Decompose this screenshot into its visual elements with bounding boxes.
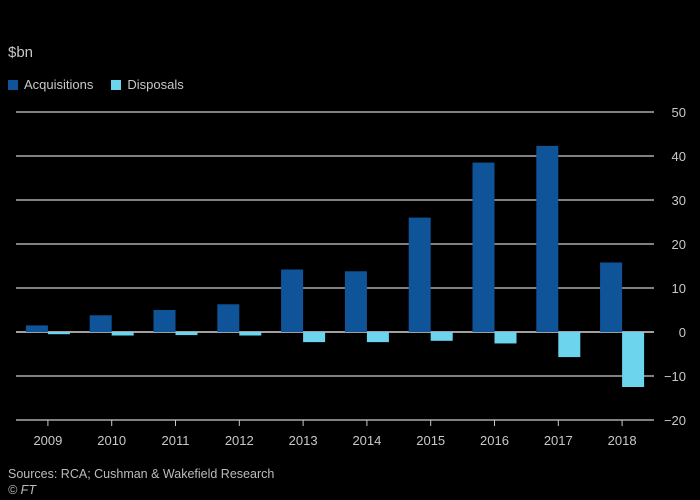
legend-item-acquisitions: Acquisitions (8, 77, 93, 92)
bar-acquisitions (89, 315, 112, 332)
y-axis-unit: $bn (8, 44, 34, 61)
bar-disposals (558, 332, 581, 358)
bar-acquisitions (408, 217, 431, 332)
y-tick-label: 0 (679, 325, 686, 340)
x-tick-label: 2016 (480, 433, 509, 448)
x-tick-label: 2009 (33, 433, 62, 448)
bar-disposals (239, 332, 262, 336)
x-tick-label: 2015 (416, 433, 445, 448)
bar-disposals (111, 332, 134, 336)
y-tick-label: 30 (672, 193, 686, 208)
y-tick-label: −20 (664, 413, 686, 428)
y-tick-label: 20 (672, 237, 686, 252)
bar-acquisitions (153, 310, 176, 332)
bar-disposals (494, 332, 517, 344)
legend-item-disposals: Disposals (111, 77, 184, 92)
legend-label-disposals: Disposals (127, 77, 184, 92)
bar-disposals (366, 332, 389, 343)
bar-acquisitions (536, 145, 559, 332)
x-tick-label: 2017 (544, 433, 573, 448)
x-tick-label: 2013 (289, 433, 318, 448)
bar-acquisitions (344, 271, 367, 332)
bar-disposals (303, 332, 326, 343)
x-tick-label: 2011 (162, 433, 190, 448)
bar-disposals (47, 332, 70, 335)
y-tick-label: 40 (672, 149, 686, 164)
x-tick-label: 2010 (97, 433, 126, 448)
bar-acquisitions (217, 304, 240, 332)
bar-acquisitions (472, 162, 495, 332)
legend-label-acquisitions: Acquisitions (24, 77, 94, 92)
bar-disposals (175, 332, 198, 336)
bar-disposals (430, 332, 453, 341)
legend: Acquisitions Disposals (8, 77, 184, 92)
legend-swatch-acquisitions (8, 79, 18, 90)
x-tick-label: 2012 (225, 433, 254, 448)
y-tick-label: 10 (672, 281, 686, 296)
bar-acquisitions (25, 325, 48, 332)
bar-acquisitions (281, 269, 304, 332)
legend-swatch-disposals (111, 79, 122, 90)
credit-note: © FT (8, 483, 36, 497)
x-tick-label: 2018 (608, 433, 637, 448)
y-tick-label: −10 (664, 369, 686, 384)
source-note: Sources: RCA; Cushman & Wakefield Resear… (8, 467, 275, 481)
bar-acquisitions (600, 262, 623, 332)
bar-disposals (622, 332, 645, 387)
x-tick-label: 2014 (352, 433, 381, 448)
y-tick-label: 50 (672, 105, 686, 120)
